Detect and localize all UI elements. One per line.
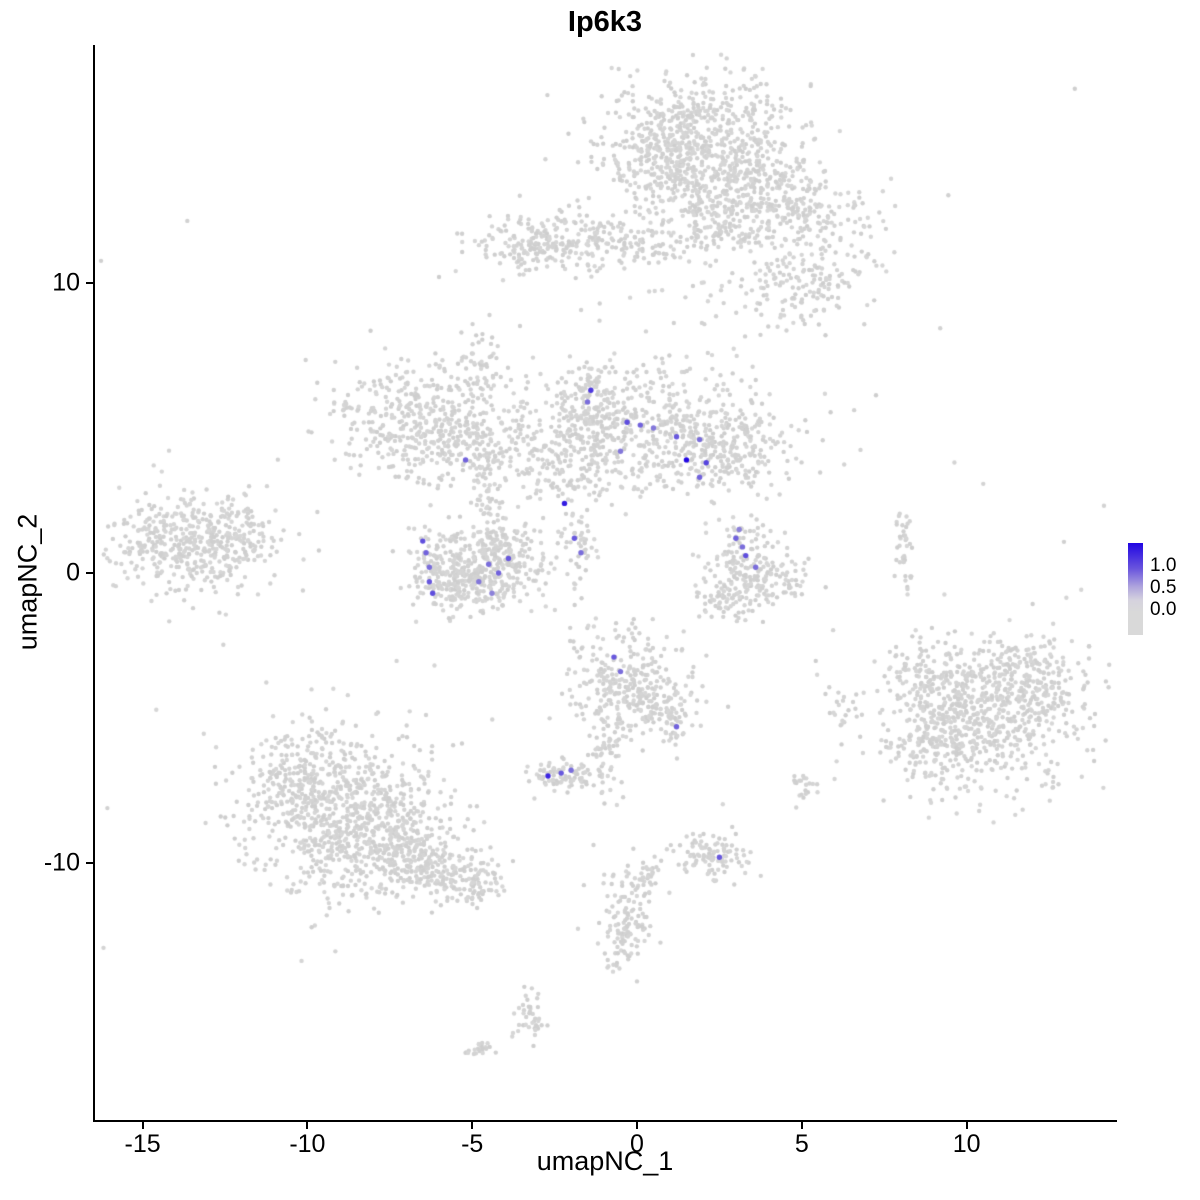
y-tick-mark <box>86 282 95 284</box>
x-tick-label: -15 <box>124 1130 161 1158</box>
x-tick-label: 10 <box>952 1130 981 1158</box>
legend-label-max: 1.0 <box>1150 555 1177 576</box>
y-tick-label: 10 <box>52 268 80 297</box>
plot-title: Ip6k3 <box>567 6 643 38</box>
legend-labels: 1.0 0.5 0.0 <box>1150 555 1176 621</box>
legend-label-mid: 0.5 <box>1150 577 1177 598</box>
y-axis-line <box>93 45 95 1122</box>
x-tick-label: 0 <box>630 1130 644 1158</box>
x-tick-label: 5 <box>794 1130 809 1158</box>
y-tick-mark <box>86 862 95 864</box>
legend-gradient-bar <box>1128 543 1143 635</box>
x-tick-mark <box>471 1120 474 1129</box>
y-tick-mark <box>86 572 95 574</box>
x-tick-mark <box>306 1120 309 1129</box>
y-tick-label: -10 <box>43 848 80 877</box>
legend-label-min: 0.0 <box>1150 599 1177 620</box>
x-tick-mark <box>636 1120 638 1129</box>
x-tick-mark <box>800 1120 803 1129</box>
y-tick-label: 0 <box>66 558 80 587</box>
x-axis-label: umapNC_1 <box>536 1146 674 1176</box>
x-tick-label: -10 <box>289 1130 326 1158</box>
x-tick-mark <box>965 1120 968 1129</box>
x-tick-label: -5 <box>461 1130 484 1158</box>
x-axis-line <box>93 1120 1117 1122</box>
x-tick-mark <box>141 1120 144 1129</box>
